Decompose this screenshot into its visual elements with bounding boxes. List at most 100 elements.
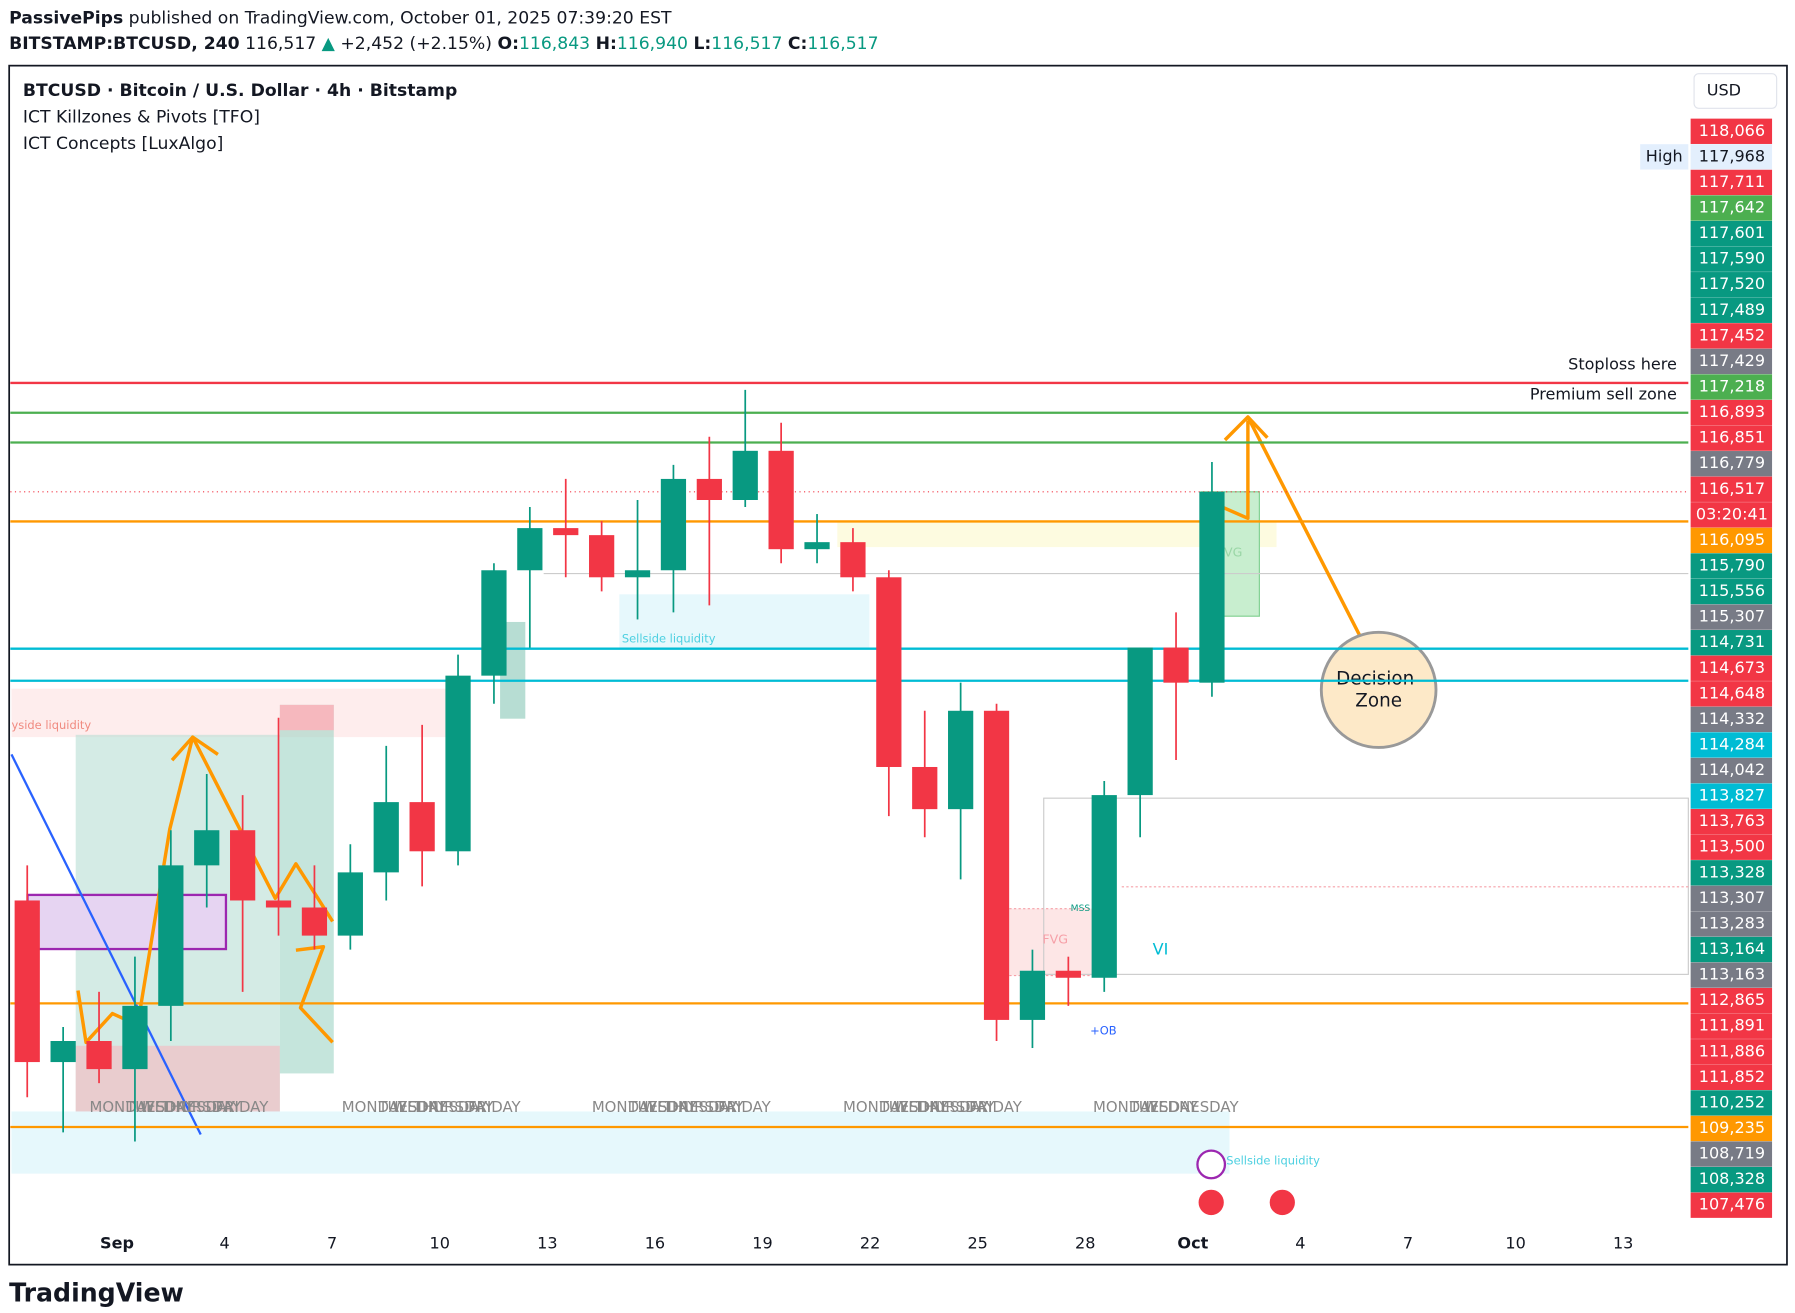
symbol: BITSTAMP:BTCUSD, 240 (9, 34, 239, 54)
day-label: WEDNESDAY (893, 1098, 989, 1116)
o-label: O: (497, 34, 519, 54)
trend-line (10, 753, 202, 1135)
day-label: FRIDAY (468, 1098, 522, 1116)
indicator: ICT Killzones & Pivots [TFO] (23, 107, 260, 127)
price-marker-label: 116,517 (1699, 479, 1765, 498)
price-marker (1690, 1166, 1773, 1193)
liquidity-label: yside liquidity (11, 718, 91, 732)
arrow-path (1246, 416, 1378, 669)
event-icon (1196, 1187, 1227, 1218)
price-marker-label: 114,648 (1699, 683, 1765, 702)
countdown: 03:20:41 (1696, 504, 1768, 523)
price-marker-label: 109,235 (1699, 1118, 1765, 1137)
candle-body (768, 450, 794, 550)
price-marker (1690, 451, 1773, 477)
price-marker-label: 117,601 (1699, 223, 1765, 242)
price-marker-label: 117,218 (1699, 376, 1765, 395)
price-marker-label: 113,827 (1699, 786, 1765, 805)
price-marker (1690, 1192, 1773, 1218)
day-label: TUESDAY (125, 1098, 195, 1116)
x-tick-label: 13 (537, 1233, 557, 1252)
footer: TradingView (9, 1279, 184, 1308)
candle-body (1019, 970, 1046, 1020)
currency-button[interactable] (1693, 73, 1778, 109)
day-label: WEDNESDAY (642, 1098, 738, 1116)
price-marker-label: 110,252 (1699, 1092, 1765, 1111)
price-marker-label: 111,891 (1699, 1016, 1765, 1035)
price-marker (1690, 1039, 1773, 1065)
day-label: THURSDAY (412, 1098, 494, 1116)
price-marker (1690, 783, 1773, 809)
zone (279, 704, 334, 1074)
price-marker-label: 115,556 (1699, 581, 1765, 600)
x-tick-label: 10 (1505, 1233, 1525, 1252)
price-marker-label: 111,852 (1699, 1067, 1765, 1086)
h-label: H: (596, 34, 617, 54)
price-marker (1690, 272, 1773, 298)
price-marker (1690, 348, 1773, 375)
price-marker (1690, 374, 1773, 400)
candle-body (122, 1005, 148, 1070)
day-label: MONDAY (1093, 1098, 1159, 1116)
candle-body (660, 478, 687, 571)
day-label: MONDAY (342, 1098, 408, 1116)
candle-body (265, 900, 292, 908)
x-tick-label: 19 (752, 1233, 772, 1252)
price-marker (1690, 1090, 1773, 1116)
annotation: Stoploss here (1568, 355, 1677, 374)
price-marker (1690, 860, 1773, 886)
x-tick-label: Oct (1177, 1233, 1208, 1252)
price-marker (1690, 604, 1773, 630)
candle-body (481, 570, 507, 676)
price-marker-label: 113,500 (1699, 837, 1765, 856)
fvg-label: FVG (1042, 931, 1068, 946)
price-marker-label: 114,284 (1699, 734, 1765, 753)
publisher: PassivePips (9, 8, 123, 28)
price-marker (1690, 169, 1773, 196)
price-marker (1690, 1013, 1773, 1039)
price-marker (1690, 706, 1773, 733)
high-tag (1640, 144, 1689, 170)
price-marker-label: 107,476 (1699, 1195, 1765, 1214)
price-marker-label: 116,095 (1699, 530, 1765, 549)
candle-body (194, 830, 220, 866)
candle-body (337, 872, 363, 936)
price-marker (1690, 987, 1773, 1014)
price-marker (1690, 962, 1773, 988)
price-marker (1690, 246, 1773, 272)
currency[interactable]: USD (1707, 80, 1741, 99)
price-marker (1690, 911, 1773, 937)
price-marker-label: 117,642 (1699, 197, 1765, 216)
published: published on TradingView.com, October 01… (129, 8, 672, 28)
candle-body (301, 907, 328, 936)
x-tick-label: 28 (1075, 1233, 1095, 1252)
day-label: WEDNESDAY (140, 1098, 236, 1116)
price-marker (1690, 323, 1773, 349)
high: 116,940 (617, 34, 688, 54)
price-marker (1690, 578, 1773, 605)
arrow-path (76, 735, 335, 1045)
price-marker-label: 116,851 (1699, 428, 1765, 447)
candle-body (804, 542, 830, 550)
annotation: Zone (1355, 690, 1402, 711)
last: 116,517 (245, 34, 316, 54)
x-tick-label: Sep (100, 1233, 134, 1252)
price-marker (1690, 220, 1773, 247)
day-label: THURSDAY (160, 1098, 242, 1116)
price-marker-label: 117,711 (1699, 172, 1765, 191)
high-label: High (1646, 146, 1683, 165)
liquidity-label: Sellside liquidity (622, 632, 716, 646)
day-label: FRIDAY (969, 1098, 1023, 1116)
candle-body (696, 478, 722, 501)
price-marker (1690, 144, 1773, 170)
change: +2,452 (+2.15%) (340, 34, 492, 54)
l-label: L: (693, 34, 711, 54)
candle-body (1091, 795, 1117, 978)
arrow-path (295, 945, 334, 1044)
day-label: TUESDAY (628, 1098, 698, 1116)
price-marker (1690, 1064, 1773, 1091)
price-marker-label: 112,865 (1699, 990, 1765, 1009)
ob-label: +OB (1090, 1023, 1117, 1037)
